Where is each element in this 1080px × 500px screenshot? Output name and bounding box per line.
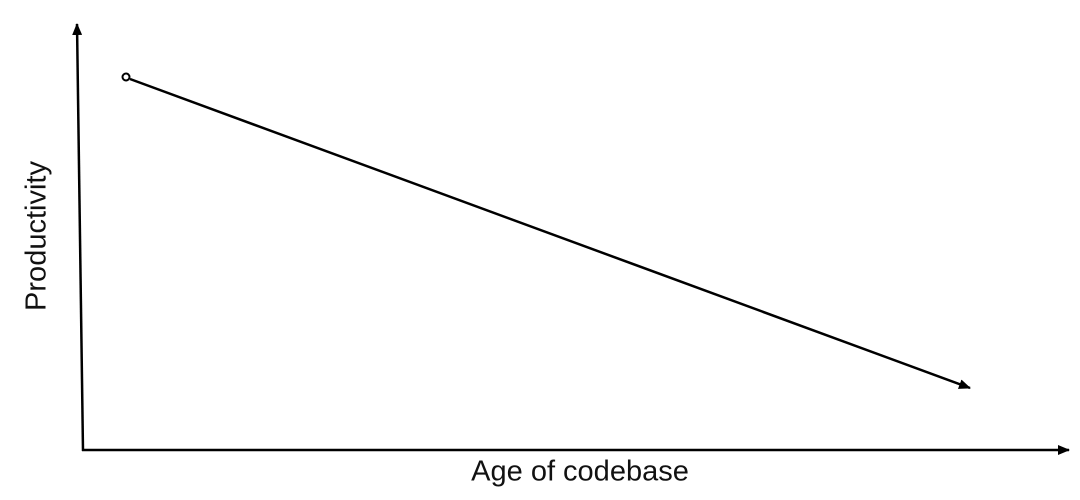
y-axis-label: Productivity <box>21 161 53 311</box>
trend-start <box>121 72 131 82</box>
x-axis-label: Age of codebase <box>471 456 689 488</box>
y-axis <box>72 23 85 452</box>
trend-line <box>129 77 971 390</box>
